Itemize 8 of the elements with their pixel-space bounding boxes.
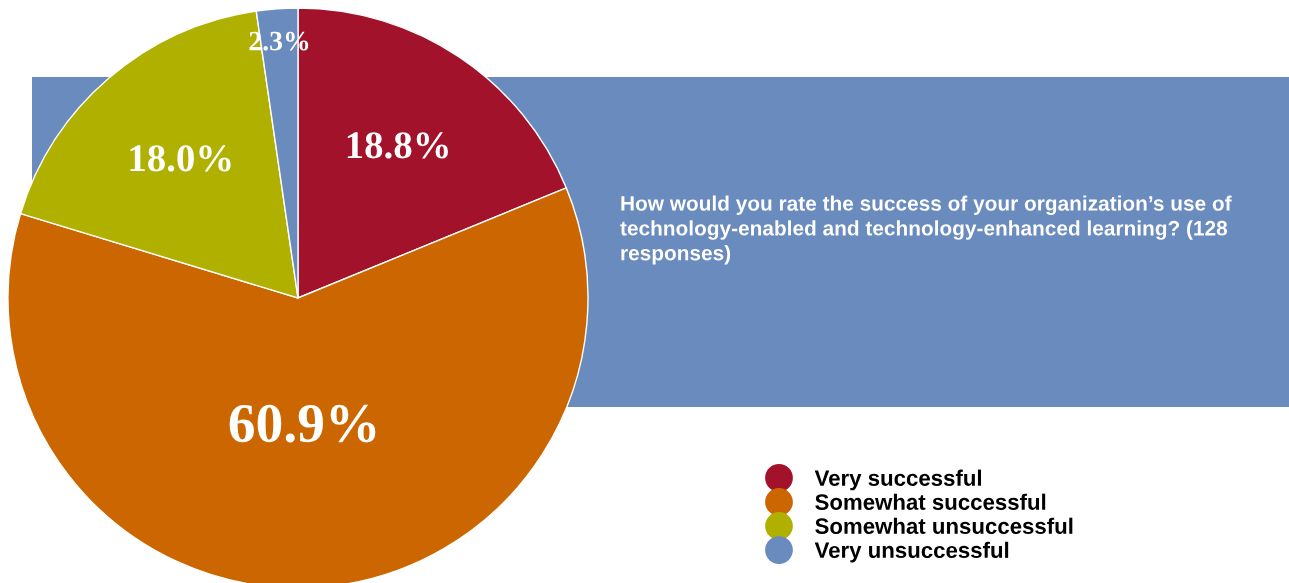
- data-label: 60.9%: [229, 404, 376, 443]
- text: How would you rate the success of your organization’s use of technology-enabled and technology-enhanced learning? (128 responses): [620, 195, 1232, 265]
- legend-label: Somewhat successful: [815, 493, 1046, 510]
- data-label: 18.8%: [347, 132, 448, 159]
- data-label: 18.0%: [130, 145, 231, 172]
- legend-label: Very successful: [814, 469, 981, 491]
- legend-label: Very unsuccessful: [814, 541, 1009, 563]
- legend-label: Somewhat unsuccessful: [815, 517, 1073, 535]
